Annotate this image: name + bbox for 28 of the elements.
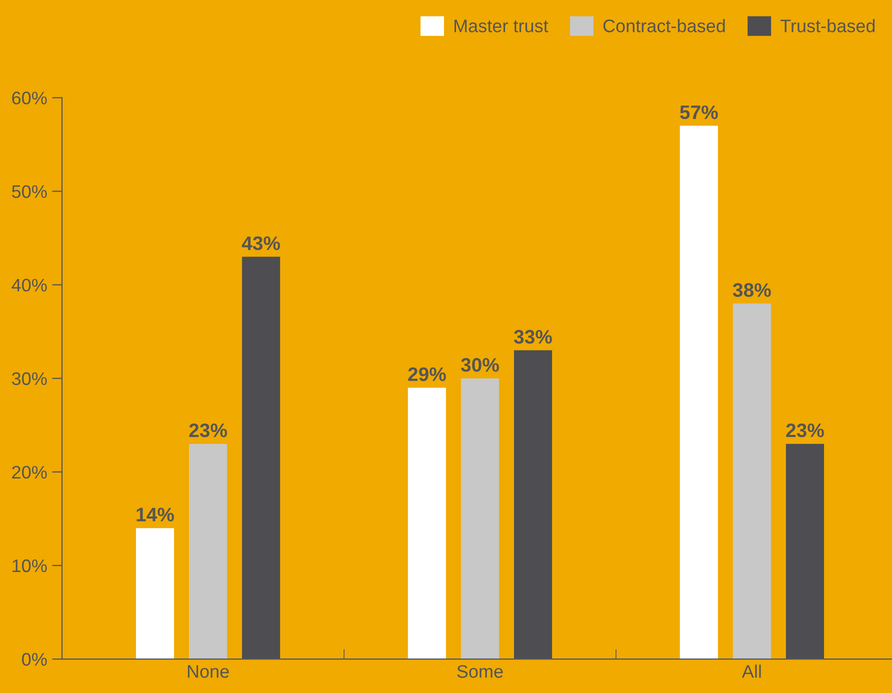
bar — [460, 378, 500, 660]
bar — [680, 126, 718, 660]
data-label: 57% — [680, 105, 718, 120]
data-label: 43% — [242, 236, 280, 250]
y-tick-label: 50% — [12, 185, 47, 198]
data-label: 23% — [786, 423, 824, 438]
bar — [136, 528, 174, 660]
data-label: 30% — [460, 358, 499, 372]
x-tick-label: None — [188, 665, 229, 678]
bar — [188, 444, 228, 660]
y-tick-label: 0% — [22, 652, 47, 666]
bar — [732, 304, 771, 660]
x-tick-label: All — [742, 664, 761, 678]
data-label: 38% — [732, 283, 771, 297]
legend-label: Contract-based — [603, 19, 725, 32]
legend-label: Master trust — [454, 20, 548, 32]
y-tick-label: 60% — [12, 92, 47, 104]
data-label: 33% — [514, 330, 552, 344]
x-tick-label: Some — [457, 665, 503, 678]
data-label: 23% — [189, 423, 227, 438]
data-label: 14% — [136, 508, 174, 522]
data-label: 29% — [408, 367, 446, 382]
y-tick-label: 20% — [12, 466, 47, 479]
y-tick-label: 10% — [12, 559, 47, 572]
legend-label: Trust-based — [780, 19, 875, 32]
bar — [408, 388, 446, 660]
y-tick-label: 40% — [12, 278, 47, 292]
y-tick-label: 30% — [12, 372, 47, 386]
